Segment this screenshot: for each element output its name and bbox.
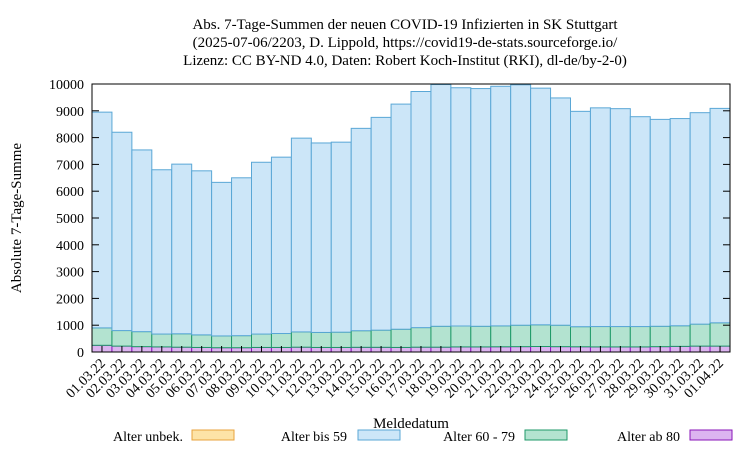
bar-segment-alter-60-79-11 xyxy=(310,331,332,348)
x-axis: 01.03.2202.03.2203.03.2204.03.2205.03.22… xyxy=(64,346,727,401)
bar-segment-alter-bis-59-24 xyxy=(570,110,591,328)
bar-segment-alter-60-79-2 xyxy=(131,331,153,348)
bar-segment-alter-60-79-26 xyxy=(609,326,631,348)
bar-segment-alter-bis-59-25 xyxy=(589,107,611,328)
bar-segment-alter-bis-59-17 xyxy=(430,84,452,327)
legend-label: Alter bis 59 xyxy=(281,430,347,445)
chart-title-line-3: Lizenz: CC BY-ND 4.0, Daten: Robert Koch… xyxy=(183,53,627,69)
bar-segment-alter-bis-59-2 xyxy=(131,149,153,333)
bar-segment-alter-60-79-1 xyxy=(111,330,133,347)
bar-segment-alter-bis-59-4 xyxy=(171,163,193,335)
bar-segment-alter-60-79-9 xyxy=(270,333,292,348)
bar-segment-alter-60-79-22 xyxy=(530,324,552,348)
legend-swatch xyxy=(191,429,235,441)
bar-segment-alter-60-79-29 xyxy=(669,325,691,347)
bar-segment-alter-60-79-4 xyxy=(171,333,193,348)
bar-segment-alter-bis-59-26 xyxy=(609,108,631,328)
legend-swatch xyxy=(689,429,733,441)
chart-title-line-1: Abs. 7-Tage-Summen der neuen COVID-19 In… xyxy=(192,17,618,33)
bar-segment-alter-bis-59-5 xyxy=(191,170,213,336)
bar-segment-alter-60-79-24 xyxy=(570,326,591,348)
bar-segment-alter-bis-59-10 xyxy=(290,137,312,333)
bar-segment-alter-60-79-8 xyxy=(251,333,272,348)
bar-segment-alter-60-79-14 xyxy=(370,329,392,348)
bar-segment-alter-bis-59-1 xyxy=(111,131,133,332)
bar-segment-alter-60-79-23 xyxy=(550,324,571,348)
legend-swatch xyxy=(524,429,568,441)
y-tick-label: 3000 xyxy=(56,266,84,281)
bar-segment-alter-60-79-27 xyxy=(629,326,651,348)
bar-segment-alter-bis-59-11 xyxy=(310,142,332,333)
chart-title: Abs. 7-Tage-Summen der neuen COVID-19 In… xyxy=(183,17,627,69)
bar-segment-alter-60-79-0 xyxy=(91,327,113,346)
bar-segment-alter-60-79-17 xyxy=(430,325,452,348)
bar-segment-alter-60-79-12 xyxy=(330,331,352,348)
bar-segment-alter-60-79-30 xyxy=(689,323,711,347)
bar-segment-alter-bis-59-27 xyxy=(629,116,651,328)
bar-segment-alter-bis-59-14 xyxy=(370,116,392,331)
bar-segment-alter-bis-59-22 xyxy=(530,87,552,326)
legend: Alter unbek. Alter bis 59 Alter 60 - 79 Alt… xyxy=(113,429,733,445)
bar-segment-alter-60-79-5 xyxy=(191,334,213,348)
bar-segment-alter-bis-59-20 xyxy=(490,85,512,327)
bar-segment-alter-bis-59-13 xyxy=(350,127,372,332)
bar-segment-alter-bis-59-18 xyxy=(450,87,472,327)
bar-segment-alter-bis-59-31 xyxy=(709,107,731,324)
bar-segment-alter-60-79-6 xyxy=(211,335,233,349)
plot-frame xyxy=(91,83,731,353)
y-tick-label: 5000 xyxy=(56,212,84,227)
bar-segment-alter-bis-59-28 xyxy=(649,118,671,327)
y-tick-label: 9000 xyxy=(56,105,84,120)
y-tick-label: 7000 xyxy=(56,158,84,173)
y-tick-label: 1000 xyxy=(56,319,84,334)
bar-segment-alter-bis-59-15 xyxy=(390,103,412,330)
bar-segment-alter-bis-59-19 xyxy=(470,88,492,327)
bar-segment-alter-bis-59-6 xyxy=(211,181,233,337)
legend-label: Alter ab 80 xyxy=(617,430,680,445)
bar-segment-alter-bis-59-23 xyxy=(550,97,571,326)
chart-title-line-2: (2025-07-06/2203, D. Lippold, https://co… xyxy=(193,35,618,51)
bar-segment-alter-60-79-28 xyxy=(649,325,671,348)
bar-segment-alter-bis-59-12 xyxy=(330,141,352,333)
bar-segment-alter-60-79-13 xyxy=(350,330,372,348)
bar-segment-alter-bis-59-8 xyxy=(251,161,272,335)
bar-segment-alter-60-79-7 xyxy=(231,335,252,349)
y-tick-label: 6000 xyxy=(56,185,84,200)
bar-segment-alter-bis-59-3 xyxy=(151,169,173,335)
bar-segment-alter-bis-59-9 xyxy=(270,156,292,334)
x-axis-label: Meldedatum xyxy=(373,416,449,432)
bar-segment-alter-bis-59-21 xyxy=(510,84,532,326)
bar-segment-alter-bis-59-29 xyxy=(669,118,691,327)
legend-swatch xyxy=(357,429,401,441)
bar-segment-alter-bis-59-30 xyxy=(689,112,711,325)
bar-segment-alter-60-79-16 xyxy=(410,327,432,348)
bar-segment-alter-60-79-3 xyxy=(151,333,173,348)
y-axis-label: Absolute 7-Tage-Summe xyxy=(9,143,25,294)
bar-segment-alter-bis-59-16 xyxy=(410,91,432,329)
y-tick-label: 10000 xyxy=(49,78,84,93)
y-tick-label: 0 xyxy=(77,346,84,361)
bar-segment-alter-60-79-18 xyxy=(450,325,472,348)
bar-segment-alter-60-79-21 xyxy=(510,324,532,348)
bar-segment-alter-60-79-19 xyxy=(470,325,492,348)
y-tick-label: 4000 xyxy=(56,239,84,254)
bar-segment-alter-60-79-20 xyxy=(490,325,512,348)
legend-label: Alter unbek. xyxy=(113,430,183,445)
bar-segment-alter-60-79-31 xyxy=(709,322,731,347)
y-tick-label: 8000 xyxy=(56,132,84,147)
bars-layer xyxy=(91,84,731,353)
bar-segment-alter-60-79-25 xyxy=(589,326,611,348)
bar-segment-alter-60-79-15 xyxy=(390,328,412,348)
bar-segment-alter-60-79-10 xyxy=(290,331,312,348)
bar-segment-alter-bis-59-0 xyxy=(91,111,113,329)
bar-segment-alter-bis-59-7 xyxy=(231,177,252,337)
y-axis: 0 1000 2000 3000 4000 5000 6000 7000 8000 9000 100… xyxy=(49,78,730,361)
y-tick-label: 2000 xyxy=(56,292,84,307)
legend-label: Alter 60 - 79 xyxy=(443,430,515,445)
